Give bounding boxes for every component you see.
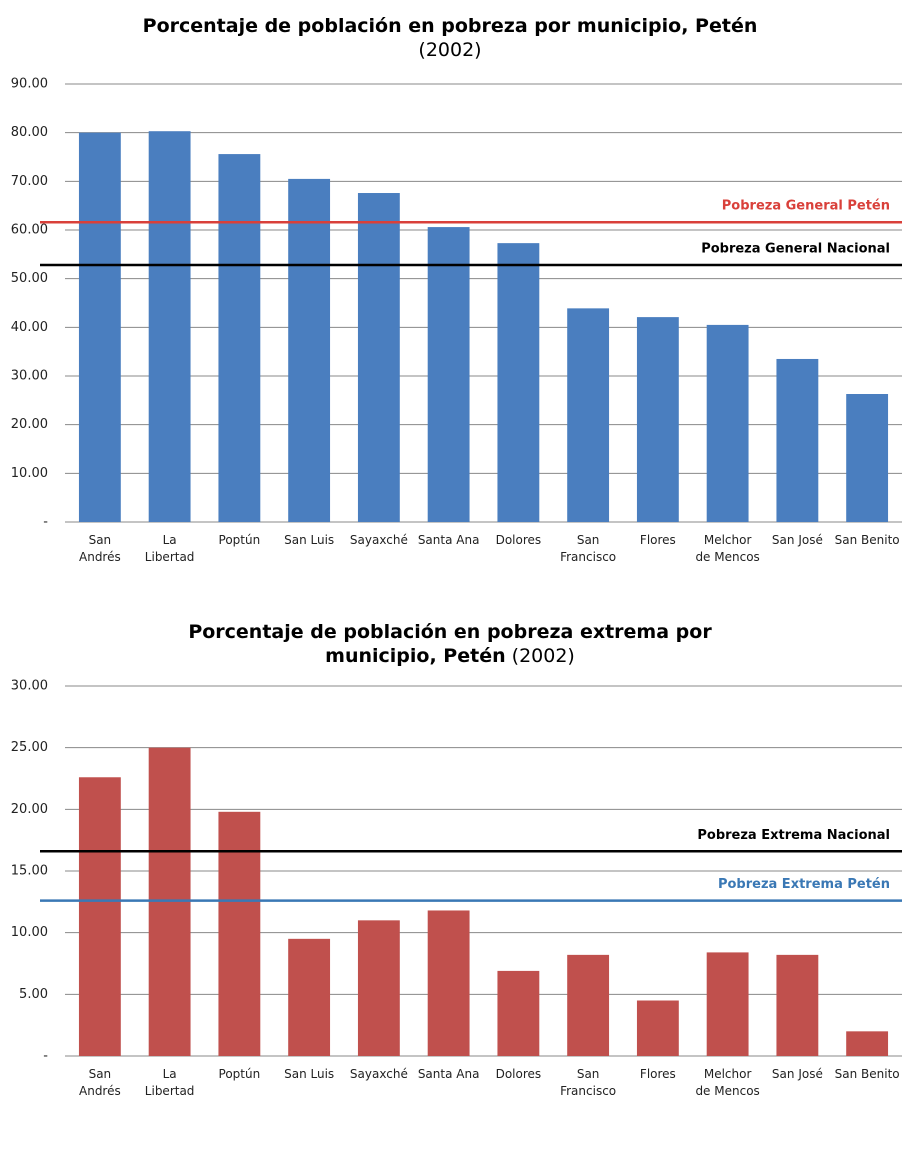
- x-tick-label: San Andrés: [79, 1067, 121, 1098]
- bar: [78, 777, 121, 1056]
- bar: [427, 227, 470, 522]
- x-tick-label: Flores: [639, 1067, 676, 1081]
- x-tick-label: Santa Ana: [417, 533, 480, 547]
- y-tick-label: -: [43, 515, 48, 530]
- bar: [357, 193, 400, 522]
- y-tick-label: 15.00: [11, 864, 48, 879]
- y-tick-label: 30.00: [11, 369, 48, 384]
- x-tick-label: San Benito: [834, 1067, 900, 1081]
- bar: [776, 358, 819, 522]
- x-tick-label: Santa Ana: [417, 1067, 480, 1081]
- x-tick-label: San Francisco: [560, 533, 617, 564]
- x-tick-label: Melchor de Mencos: [695, 533, 760, 564]
- bar: [218, 154, 261, 522]
- y-tick-label: 5.00: [19, 987, 48, 1002]
- y-tick-label: 30.00: [11, 679, 48, 694]
- y-tick-label: 80.00: [11, 125, 48, 140]
- y-tick-label: 50.00: [11, 271, 48, 286]
- bar: [567, 954, 610, 1056]
- bar: [288, 938, 331, 1056]
- x-tick-label: La Libertad: [144, 1067, 195, 1098]
- chart-title-block: Porcentaje de población en pobreza extre…: [130, 620, 770, 668]
- chart-subtitle: (2002): [511, 645, 575, 667]
- bar: [78, 132, 121, 522]
- y-tick-label: 90.00: [11, 77, 48, 92]
- chart-title: Porcentaje de población en pobreza extre…: [188, 621, 712, 667]
- chart-subtitle: (2002): [418, 39, 482, 61]
- bar: [567, 308, 610, 522]
- bar: [846, 1031, 889, 1056]
- y-tick-label: -: [43, 1049, 48, 1064]
- y-tick-label: 10.00: [11, 925, 48, 940]
- bar: [706, 324, 749, 522]
- y-tick-label: 60.00: [11, 223, 48, 238]
- x-tick-label: San Andrés: [79, 533, 121, 564]
- y-tick-label: 25.00: [11, 740, 48, 755]
- bar: [776, 954, 819, 1056]
- x-tick-label: San José: [771, 533, 823, 547]
- bar: [636, 317, 679, 522]
- x-tick-label: Poptún: [218, 1067, 261, 1081]
- reference-label: Pobreza Extrema Petén: [718, 877, 890, 892]
- bar: [497, 243, 540, 522]
- bar: [846, 394, 889, 522]
- x-tick-label: San Luis: [284, 1067, 335, 1081]
- reference-label: Pobreza General Petén: [722, 199, 890, 214]
- x-tick-label: San Benito: [834, 533, 900, 547]
- reference-label: Pobreza General Nacional: [701, 242, 890, 257]
- x-tick-label: San José: [771, 1067, 823, 1081]
- x-tick-label: Sayaxché: [349, 1067, 408, 1081]
- bar: [706, 952, 749, 1056]
- x-tick-label: Dolores: [495, 1067, 542, 1081]
- x-tick-label: San Luis: [284, 533, 335, 547]
- x-tick-label: San Francisco: [560, 1067, 617, 1098]
- y-tick-label: 40.00: [11, 320, 48, 335]
- x-tick-label: Dolores: [495, 533, 542, 547]
- y-tick-label: 10.00: [11, 466, 48, 481]
- x-tick-label: Flores: [639, 533, 676, 547]
- bar: [218, 811, 261, 1056]
- bar: [427, 910, 470, 1056]
- x-tick-label: Melchor de Mencos: [695, 1067, 760, 1098]
- chart-title: Porcentaje de población en pobreza por m…: [142, 15, 758, 37]
- reference-label: Pobreza Extrema Nacional: [697, 828, 890, 843]
- chart-title-block: Porcentaje de población en pobreza por m…: [100, 14, 800, 62]
- y-tick-label: 20.00: [11, 417, 48, 432]
- bar: [148, 131, 191, 522]
- bar: [636, 1000, 679, 1056]
- bar: [497, 970, 540, 1056]
- bar: [357, 920, 400, 1056]
- bar: [288, 178, 331, 522]
- x-tick-label: La Libertad: [144, 533, 195, 564]
- y-tick-label: 20.00: [11, 802, 48, 817]
- y-tick-label: 70.00: [11, 174, 48, 189]
- x-tick-label: Sayaxché: [349, 533, 408, 547]
- x-tick-label: Poptún: [218, 533, 261, 547]
